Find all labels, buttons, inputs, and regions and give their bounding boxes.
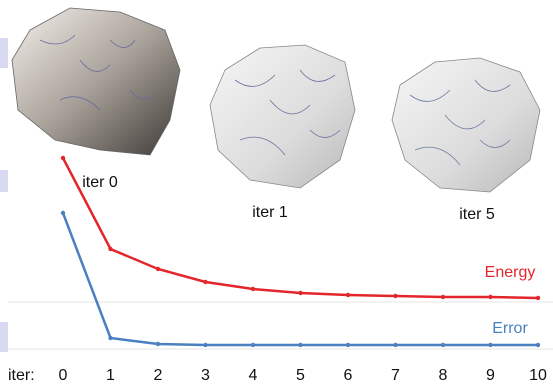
point bbox=[393, 294, 397, 298]
point bbox=[251, 343, 255, 347]
point bbox=[203, 343, 207, 347]
x-axis-label: iter: bbox=[8, 367, 35, 384]
edge-decoration bbox=[0, 170, 8, 192]
point bbox=[441, 343, 445, 347]
point bbox=[203, 280, 207, 284]
point bbox=[488, 295, 492, 299]
image-label: iter 5 bbox=[459, 206, 495, 223]
point bbox=[108, 336, 112, 340]
point bbox=[346, 293, 350, 297]
point bbox=[441, 295, 445, 299]
image-label: iter 0 bbox=[82, 174, 118, 191]
point bbox=[393, 343, 397, 347]
series-line bbox=[63, 213, 538, 345]
x-tick-label: 8 bbox=[439, 367, 448, 384]
image-label: iter 1 bbox=[252, 204, 288, 221]
x-tick-label: 10 bbox=[529, 367, 547, 384]
figure: iter 0 iter 1 iter 5 iter: 0 1 2 3 4 5 6 7 8 9 10 E… bbox=[0, 0, 553, 387]
point bbox=[346, 343, 350, 347]
x-tick-label: 9 bbox=[486, 367, 495, 384]
shape-iter-5 bbox=[392, 58, 540, 192]
point bbox=[108, 247, 112, 251]
series-label: Energy bbox=[485, 264, 536, 281]
x-tick-label: 1 bbox=[106, 367, 115, 384]
x-tick-label: 4 bbox=[249, 367, 258, 384]
point bbox=[156, 267, 160, 271]
x-tick-label: 5 bbox=[296, 367, 305, 384]
x-tick-label: 3 bbox=[201, 367, 210, 384]
point bbox=[536, 296, 540, 300]
x-tick-label: 0 bbox=[59, 367, 68, 384]
x-tick-label: 2 bbox=[154, 367, 163, 384]
edge-decoration bbox=[0, 38, 8, 68]
point bbox=[298, 343, 302, 347]
point bbox=[536, 343, 540, 347]
x-tick-label: 6 bbox=[344, 367, 353, 384]
point bbox=[61, 156, 65, 160]
point bbox=[488, 343, 492, 347]
shape-iter-0 bbox=[12, 8, 180, 155]
point bbox=[251, 287, 255, 291]
point bbox=[61, 211, 65, 215]
shape-iter-1 bbox=[210, 45, 355, 188]
point bbox=[298, 291, 302, 295]
edge-decoration bbox=[0, 322, 8, 352]
point bbox=[156, 342, 160, 346]
series-label: Error bbox=[492, 320, 528, 337]
x-tick-label: 7 bbox=[391, 367, 400, 384]
